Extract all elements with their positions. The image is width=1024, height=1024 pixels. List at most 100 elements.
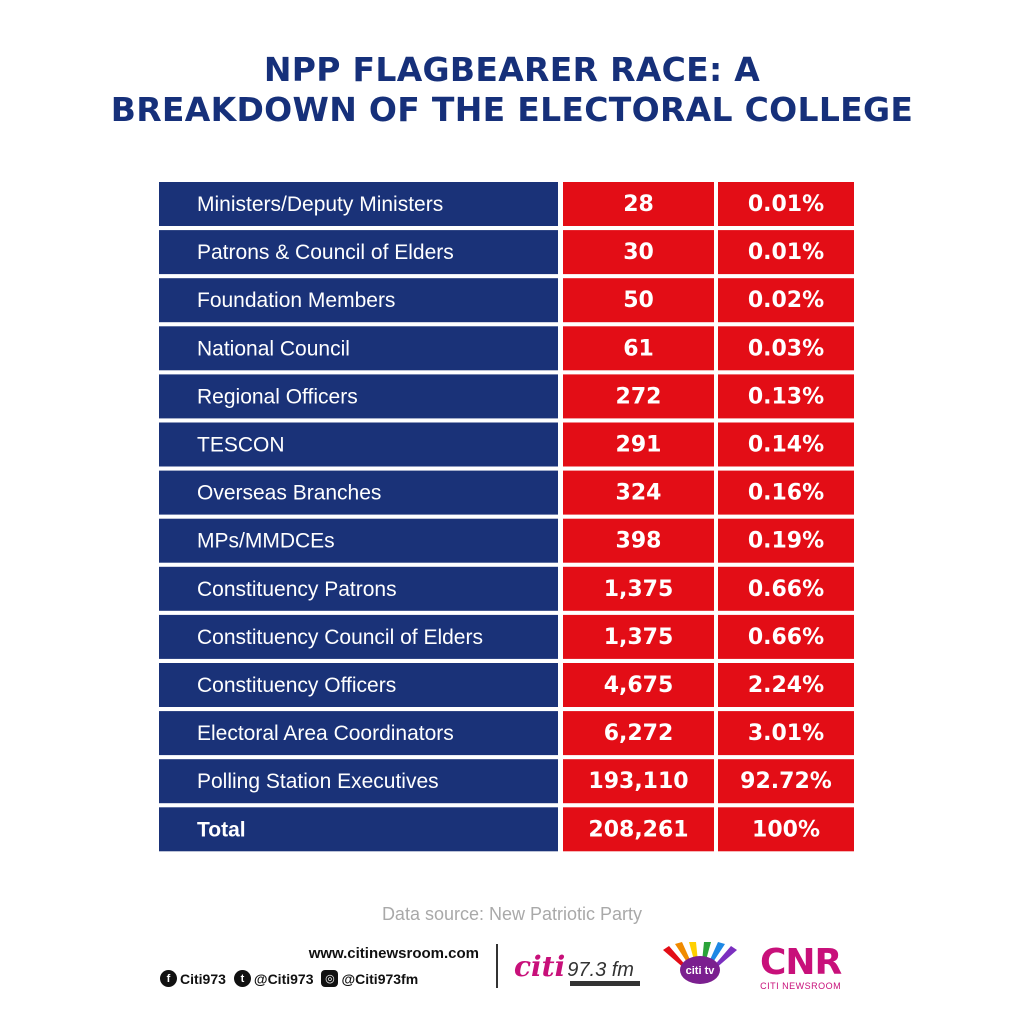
count-cell	[563, 711, 714, 756]
table-row: Constituency Patrons 1,375 0.66%	[159, 566, 854, 611]
category-label: Total	[197, 818, 246, 841]
count-label: 6,272	[604, 721, 674, 746]
social-twitter[interactable]: t @Citi973	[233, 970, 313, 987]
facebook-handle: Citi973	[180, 970, 226, 987]
percent-label: 0.66%	[748, 625, 824, 650]
category-cell	[159, 326, 558, 371]
category-cell	[159, 374, 558, 419]
percent-cell	[718, 711, 854, 756]
percent-cell	[718, 470, 854, 515]
table-row: Foundation Members 50 0.02%	[159, 278, 854, 323]
percent-cell	[718, 518, 854, 563]
electoral-college-table: Ministers/Deputy Ministers 28 0.01%Patrons…	[159, 182, 854, 852]
percent-label: 2.24%	[748, 673, 824, 698]
data-source: Data source: New Patriotic Party	[381, 904, 643, 924]
percent-label: 0.66%	[748, 577, 824, 602]
table-row: TESCON 291 0.14%	[159, 422, 854, 467]
category-label: TESCON	[197, 434, 285, 457]
citi-tv-logo: citi tv	[663, 942, 737, 984]
social-handles: f Citi973 t @Citi973 ◎ @Citi973fm	[160, 970, 485, 987]
category-label: Polling Station Executives	[197, 770, 439, 793]
twitter-icon: t	[233, 970, 251, 987]
category-label: National Council	[197, 337, 350, 360]
count-label: 50	[623, 288, 654, 313]
table-row: Constituency Council of Elders 1,375 0.66%	[159, 614, 854, 659]
percent-label: 0.01%	[748, 240, 824, 265]
citi-brand-text: citi	[514, 950, 566, 983]
percent-label: 0.03%	[748, 336, 824, 361]
table-total-row: Total 208,261 100%	[159, 807, 854, 852]
category-label: Constituency Council of Elders	[197, 626, 483, 649]
percent-label: 0.01%	[748, 192, 824, 217]
category-cell	[159, 614, 558, 659]
table-row: Ministers/Deputy Ministers 28 0.01%	[159, 182, 854, 226]
count-cell	[563, 759, 714, 804]
table-row: National Council 61 0.03%	[159, 326, 854, 371]
table-row: Electoral Area Coordinators 6,272 3.01%	[159, 711, 854, 756]
page-title: NPP FLAGBEARER RACE: A BREAKDOWN OF THE …	[0, 50, 1024, 130]
social-facebook[interactable]: f Citi973	[160, 970, 226, 987]
citi-fm-logo: citi 97.3 fm	[514, 950, 634, 983]
cnr-logo-text: CNR	[760, 942, 842, 983]
citi-tv-badge	[680, 956, 720, 984]
social-instagram[interactable]: ◎ @Citi973fm	[321, 970, 418, 987]
table-row: Patrons & Council of Elders 30 0.01%	[159, 230, 854, 275]
count-label: 324	[616, 481, 662, 506]
category-label: Foundation Members	[197, 289, 395, 312]
count-cell	[563, 326, 714, 371]
count-label: 193,110	[588, 769, 688, 794]
percent-cell	[718, 230, 854, 275]
category-cell	[159, 278, 558, 323]
category-label: Constituency Officers	[197, 674, 396, 697]
percent-label: 0.13%	[748, 384, 824, 409]
count-cell	[563, 807, 714, 852]
category-label: MPs/MMDCEs	[197, 530, 335, 553]
percent-cell	[718, 374, 854, 419]
category-label: Patrons & Council of Elders	[197, 241, 454, 264]
category-cell	[159, 711, 558, 756]
percent-cell	[718, 326, 854, 371]
facebook-icon: f	[160, 970, 177, 987]
count-label: 61	[623, 336, 654, 361]
count-cell	[563, 518, 714, 563]
table-row: Overseas Branches 324 0.16%	[159, 470, 854, 515]
count-label: 272	[616, 384, 662, 409]
category-cell	[159, 663, 558, 707]
percent-cell	[718, 566, 854, 611]
count-label: 1,375	[604, 625, 674, 650]
count-label: 208,261	[588, 817, 688, 842]
table-row: Polling Station Executives 193,110 92.72%	[159, 759, 854, 804]
percent-label: 0.02%	[748, 288, 824, 313]
category-label: Electoral Area Coordinators	[197, 722, 454, 745]
title-line-1: NPP FLAGBEARER RACE: A	[263, 50, 761, 89]
percent-label: 100%	[752, 817, 820, 842]
count-cell	[563, 614, 714, 659]
category-cell	[159, 566, 558, 611]
category-cell	[159, 470, 558, 515]
cnr-logo: CNR CITI NEWSROOM	[760, 942, 842, 992]
percent-cell	[718, 278, 854, 323]
count-label: 30	[623, 240, 654, 265]
percent-cell	[718, 614, 854, 659]
count-cell	[563, 374, 714, 419]
percent-label: 3.01%	[748, 721, 824, 746]
website-link[interactable]: www.citinewsroom.com	[308, 945, 479, 962]
instagram-handle: @Citi973fm	[341, 970, 419, 987]
percent-label: 92.72%	[740, 769, 832, 794]
count-cell	[563, 422, 714, 467]
count-label: 4,675	[604, 673, 674, 698]
count-cell	[563, 470, 714, 515]
cnr-logo-subtext: CITI NEWSROOM	[760, 981, 842, 991]
percent-label: 0.14%	[748, 433, 824, 458]
category-cell	[159, 759, 558, 804]
title-line-2: BREAKDOWN OF THE ELECTORAL COLLEGE	[110, 90, 914, 129]
table-row: Regional Officers 272 0.13%	[159, 374, 854, 419]
table-row: Constituency Officers 4,675 2.24%	[159, 663, 854, 707]
footer-divider	[496, 944, 498, 988]
count-cell	[563, 566, 714, 611]
percent-cell	[718, 807, 854, 852]
percent-cell	[718, 182, 854, 226]
table-row: MPs/MMDCEs 398 0.19%	[159, 518, 854, 563]
count-label: 291	[616, 433, 662, 458]
category-cell	[159, 230, 558, 275]
